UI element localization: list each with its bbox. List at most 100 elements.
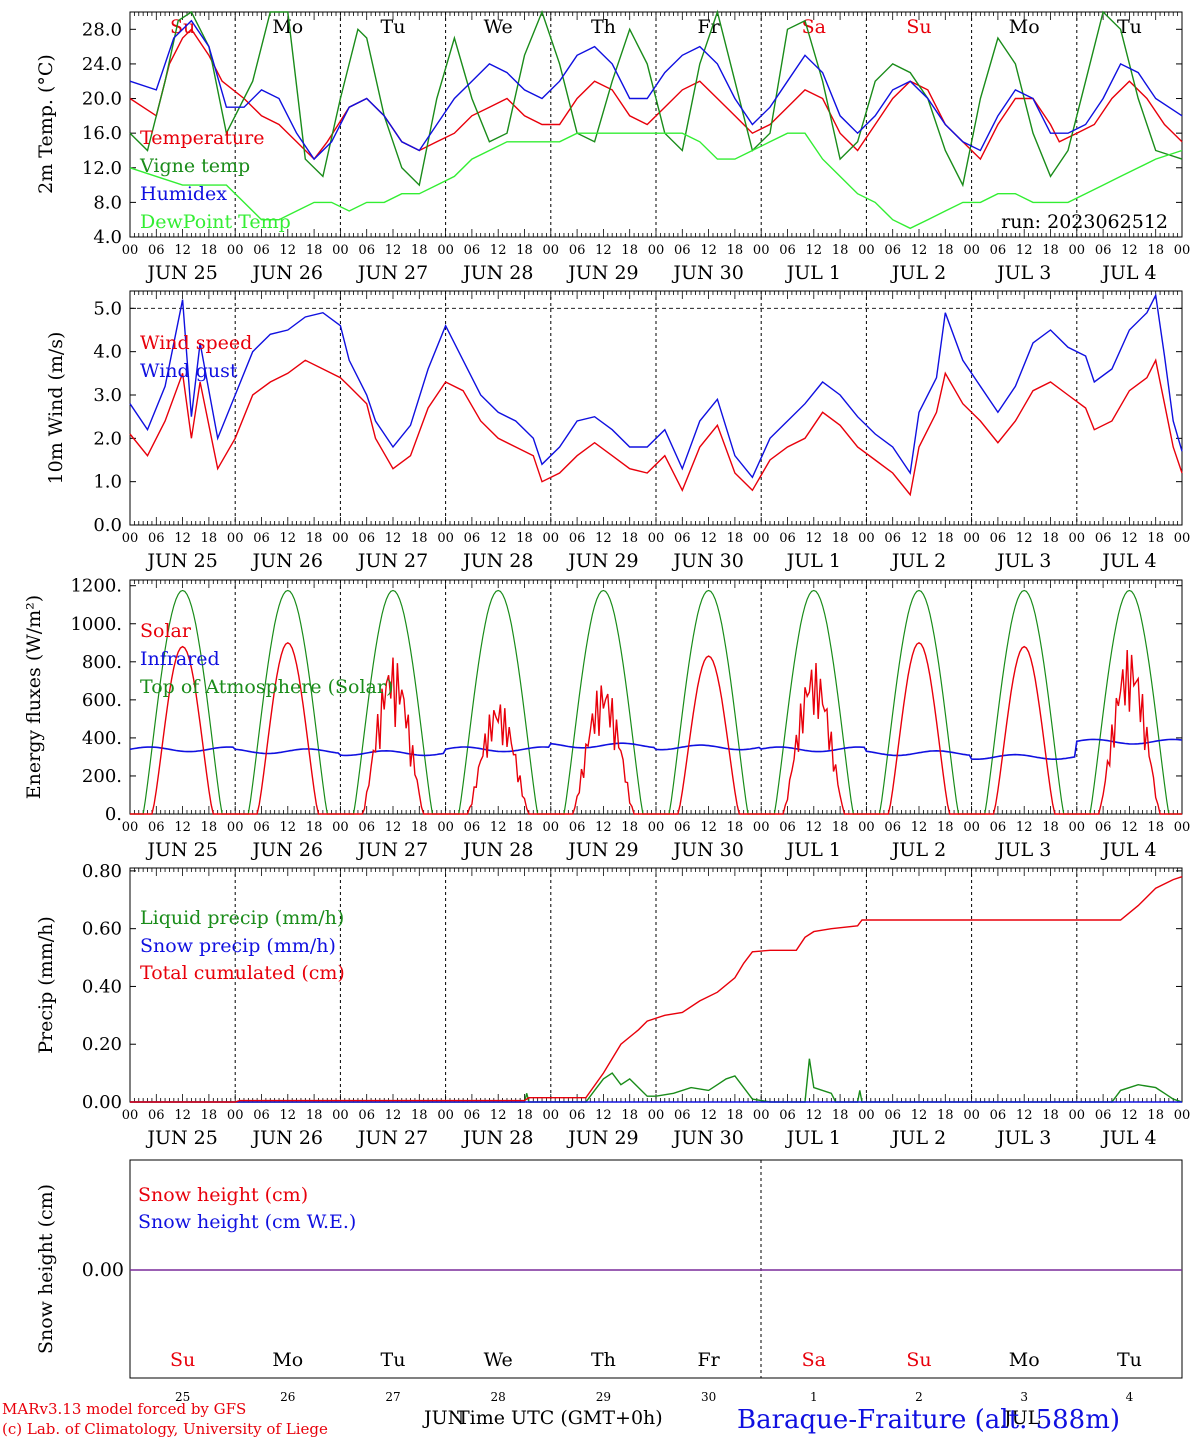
wind-date-label: JUL 2	[890, 550, 946, 572]
wind-hour-label: 18	[411, 531, 428, 546]
energy-hour-label: 18	[1042, 820, 1059, 835]
temperature-hour-label: 18	[727, 243, 744, 258]
precip-date-label: JUN 26	[251, 1127, 323, 1149]
energy-hour-label: 18	[1147, 820, 1164, 835]
precip-ylabel: Precip (mm/h)	[35, 916, 57, 1054]
day-abbrev-label: We	[484, 16, 513, 38]
energy-ticks: 0. 200. 400. 600. 800. 1000. 1200. 00 06 12 18 JUN …	[70, 576, 1190, 861]
temperature-hour-label: 12	[490, 243, 507, 258]
temperature-hour-label: 00	[963, 243, 980, 258]
wind-hour-label: 06	[253, 531, 270, 546]
energy-hour-label: 06	[569, 820, 586, 835]
wind-hour-label: 12	[385, 531, 402, 546]
precip-hour-label: 06	[1095, 1108, 1112, 1123]
snow-day-labels: Su 25 Mo 26 Tu 27 We 28 Th 29 Fr 30 Sa 1 Su 2 Mo 3 Tu 4	[170, 1349, 1142, 1404]
precip-hour-label: 12	[280, 1108, 297, 1123]
wind-hour-label: 06	[569, 531, 586, 546]
temperature-hour-label: 12	[1121, 243, 1138, 258]
energy-series	[129, 589, 1183, 815]
wind-hour-label: 00	[963, 531, 980, 546]
precip-hour-label: 00	[648, 1108, 665, 1123]
temperature-hour-label: 12	[385, 243, 402, 258]
temperature-hour-label: 18	[1147, 243, 1164, 258]
precip-date-label: JUN 25	[145, 1127, 217, 1149]
temperature-date-label: JUN 27	[356, 262, 428, 284]
energy-hour-label: 06	[1095, 820, 1112, 835]
energy-hour-label: 00	[543, 820, 560, 835]
wind-ytick-label: 1.0	[93, 472, 122, 493]
wind-hour-label: 18	[832, 531, 849, 546]
wind-ytick-label: 0.0	[93, 515, 122, 536]
wind-hour-label: 06	[1095, 531, 1112, 546]
energy-date-label: JUN 28	[461, 839, 533, 861]
energy-hour-label: 00	[1069, 820, 1086, 835]
snow-day-number: 2	[915, 1390, 923, 1404]
run-label: run: 2023062512	[1001, 211, 1168, 233]
wind-ytick-label: 5.0	[93, 298, 122, 319]
energy-date-label: JUN 27	[356, 839, 428, 861]
temperature-hour-label: 18	[1042, 243, 1059, 258]
precip-grid	[234, 868, 1078, 1102]
precip-date-label: JUL 4	[1100, 1127, 1156, 1149]
energy-hour-label: 12	[385, 820, 402, 835]
snow-day-number: 30	[701, 1390, 716, 1404]
wind-hour-label: 00	[648, 531, 665, 546]
energy-hour-label: 12	[700, 820, 717, 835]
snow-day-abbrev: Th	[591, 1349, 616, 1371]
wind-hour-label: 00	[753, 531, 770, 546]
precip-hour-label: 06	[148, 1108, 165, 1123]
snow-day-number: 28	[491, 1390, 506, 1404]
snow-day-number: 29	[596, 1390, 611, 1404]
temperature-ytick-label: 12.0	[82, 158, 122, 179]
wind-hour-label: 00	[437, 531, 454, 546]
wind-date-label: JUL 1	[785, 550, 841, 572]
energy-panel: 0. 200. 400. 600. 800. 1000. 1200. 00 06 12 18 JUN …	[23, 576, 1190, 861]
energy-date-label: JUL 2	[890, 839, 946, 861]
day-abbrev-label: Tu	[1117, 16, 1142, 38]
wind-hour-label: 00	[1069, 531, 1086, 546]
wind-panel: 0.0 1.0 2.0 3.0 4.0 5.0 00 06 12 18 JUN 25 00 06 12 18…	[45, 290, 1190, 572]
temperature-hour-label: 18	[832, 243, 849, 258]
wind-hour-label: 18	[201, 531, 218, 546]
wind-hour-label: 18	[1147, 531, 1164, 546]
temperature-date-label: JUL 1	[785, 262, 841, 284]
day-abbrev-label: Mo	[272, 16, 303, 38]
temperature-hour-label: 00	[1174, 243, 1191, 258]
wind-gust-line	[129, 293, 1183, 479]
precip-hour-label: 12	[595, 1108, 612, 1123]
wind-date-label: JUN 26	[251, 550, 323, 572]
footer: MARv3.13 model forced by GFS (c) Lab. of…	[2, 1400, 1120, 1438]
energy-ylabel: Energy fluxes (W/m²)	[23, 595, 45, 799]
legend-total-cumulated: Total cumulated (cm)	[140, 962, 345, 984]
legend-vigne-temp: Vigne temp	[139, 155, 250, 177]
precip-hour-label: 18	[1147, 1108, 1164, 1123]
temperature-hour-label: 06	[884, 243, 901, 258]
temperature-hour-label: 12	[280, 243, 297, 258]
precip-hour-label: 06	[253, 1108, 270, 1123]
wind-hour-label: 18	[1042, 531, 1059, 546]
temperature-ytick-label: 28.0	[82, 19, 122, 40]
precip-hour-label: 00	[858, 1108, 875, 1123]
wind-hour-label: 00	[227, 531, 244, 546]
energy-hour-label: 18	[727, 820, 744, 835]
wind-hour-label: 12	[806, 531, 823, 546]
day-abbrev-label: Sa	[802, 16, 826, 38]
snow-day-number: 27	[385, 1390, 400, 1404]
precip-hour-label: 00	[963, 1108, 980, 1123]
temperature-hour-label: 00	[227, 243, 244, 258]
day-abbrev-label: Th	[591, 16, 616, 38]
energy-hour-label: 18	[621, 820, 638, 835]
precip-hour-label: 18	[621, 1108, 638, 1123]
snow-ylabel: Snow height (cm)	[35, 1184, 57, 1354]
wind-hour-label: 12	[1016, 531, 1033, 546]
temperature-date-label: JUN 25	[145, 262, 217, 284]
precip-hour-label: 18	[937, 1108, 954, 1123]
legend-wind-gust: Wind gust	[140, 360, 238, 382]
snow-day-abbrev: Mo	[272, 1349, 303, 1371]
wind-hour-label: 06	[358, 531, 375, 546]
snow-panel: Snow height (cm) 0.00 Snow height (cm) S…	[35, 1159, 1183, 1404]
wind-date-label: JUL 4	[1100, 550, 1156, 572]
legend-humidex: Humidex	[140, 183, 227, 205]
snow-day-number: 1	[810, 1390, 818, 1404]
